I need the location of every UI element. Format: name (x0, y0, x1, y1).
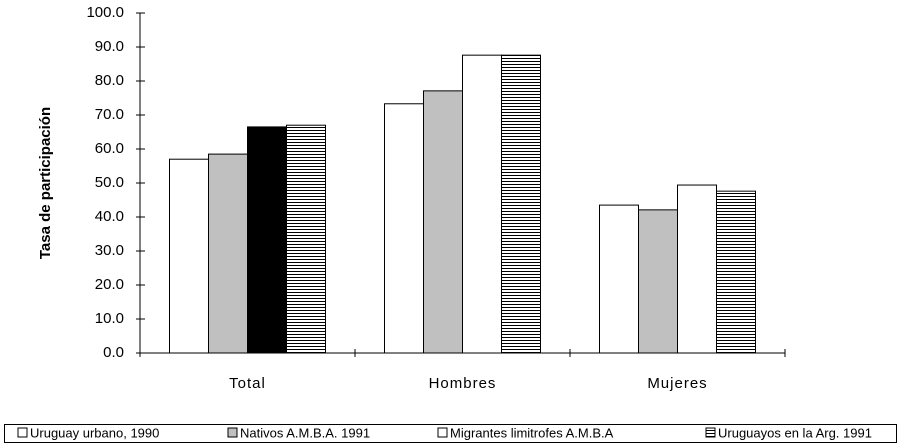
y-tick-label: 70.0 (95, 106, 124, 123)
y-axis-title: Tasa de participación (37, 107, 54, 259)
y-tick-label: 100.0 (86, 4, 124, 21)
y-tick-label: 20.0 (95, 276, 124, 293)
legend-swatch (437, 427, 448, 438)
legend-swatch (705, 427, 716, 438)
legend-text: Nativos A.M.B.A. 1991 (240, 425, 370, 440)
legend-swatch (227, 427, 238, 438)
y-tick-label: 50.0 (95, 174, 124, 191)
y-tick-label: 30.0 (95, 242, 124, 259)
bar (677, 184, 717, 354)
y-tick-label: 90.0 (95, 38, 124, 55)
bar (501, 54, 541, 354)
y-tick-label: 40.0 (95, 208, 124, 225)
x-tick-label: Mujeres (647, 375, 707, 392)
y-tick-label: 60.0 (95, 140, 124, 157)
legend-text: Migrantes limitrofes A.M.B.A (450, 425, 614, 440)
y-tick-label: 10.0 (95, 310, 124, 327)
y-tick-label: 80.0 (95, 72, 124, 89)
bar (169, 158, 209, 354)
bar (384, 103, 424, 354)
legend-text: Uruguay urbano, 1990 (30, 425, 159, 440)
bar (423, 90, 463, 354)
x-tick-label: Hombres (429, 375, 497, 392)
legend-swatch (17, 427, 28, 438)
legend-text: Uruguayos en la Arg. 1991 (718, 425, 872, 440)
bar (638, 209, 678, 354)
bar (286, 124, 326, 354)
bar (716, 190, 756, 354)
bar (599, 204, 639, 354)
bar (462, 54, 502, 354)
y-tick-label: 0.0 (103, 344, 124, 361)
bar (208, 153, 248, 354)
bar (247, 126, 287, 354)
x-tick-label: Total (229, 375, 266, 392)
